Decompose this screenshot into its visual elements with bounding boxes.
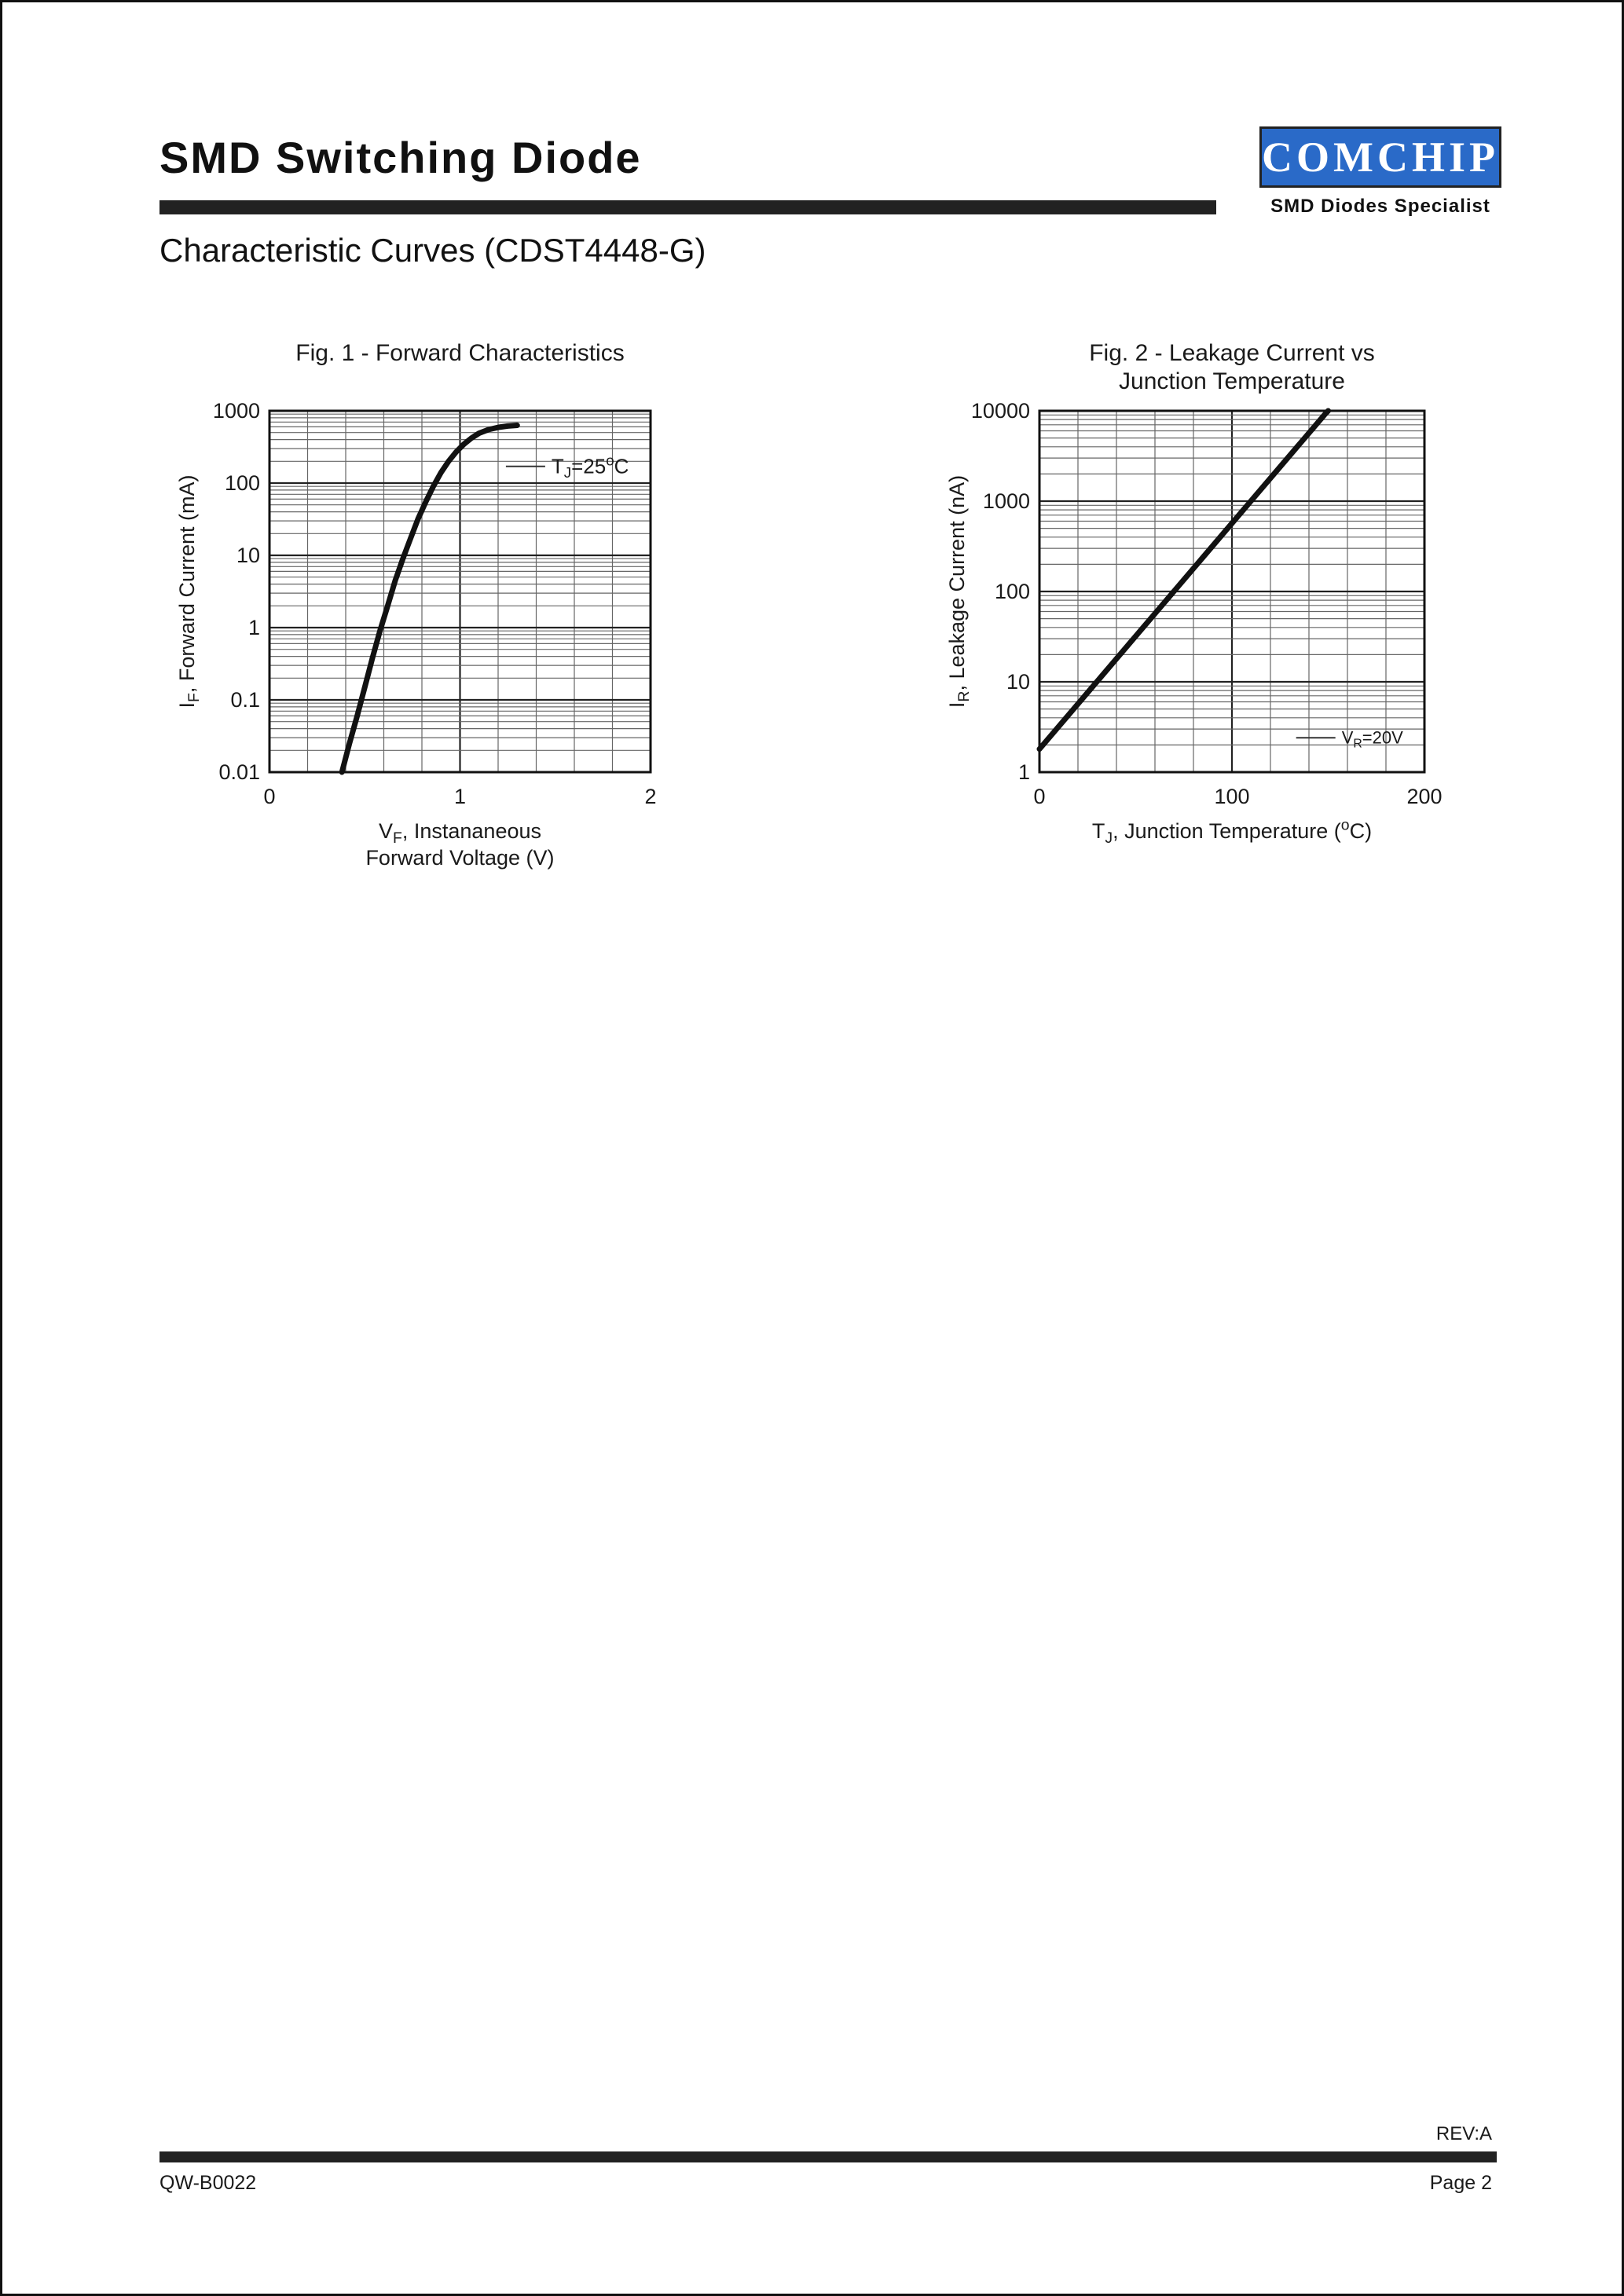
y-tick-label: 0.01 bbox=[218, 760, 260, 784]
title-underline bbox=[159, 200, 1216, 214]
x-tick-label: 200 bbox=[1406, 785, 1442, 808]
page-title: SMD Switching Diode bbox=[159, 133, 642, 182]
footer-rule bbox=[159, 2151, 1497, 2162]
annotation-label: VR=20V bbox=[1342, 728, 1403, 751]
y-tick-label: 10 bbox=[236, 544, 260, 567]
chart-title: Junction Temperature bbox=[1119, 368, 1345, 394]
x-tick-label: 0 bbox=[1033, 785, 1045, 808]
y-axis-label: IR, Leakage Current (nA) bbox=[945, 475, 973, 708]
x-tick-label: 1 bbox=[454, 785, 466, 808]
y-tick-label: 100 bbox=[225, 471, 260, 495]
data-curve bbox=[339, 423, 520, 775]
chart-title: Fig. 2 - Leakage Current vs bbox=[1089, 340, 1375, 366]
x-axis-label: Forward Voltage (V) bbox=[365, 846, 554, 870]
y-tick-label: 1000 bbox=[213, 399, 260, 423]
x-tick-label: 100 bbox=[1214, 785, 1249, 808]
chart-title: Fig. 1 - Forward Characteristics bbox=[295, 340, 624, 366]
y-tick-label: 1 bbox=[1018, 760, 1030, 784]
y-tick-label: 100 bbox=[995, 580, 1030, 603]
y-tick-label: 10 bbox=[1006, 670, 1030, 694]
x-axis-label: TJ, Junction Temperature (oC) bbox=[1092, 817, 1372, 847]
y-tick-label: 1 bbox=[248, 616, 260, 639]
y-tick-label: 0.1 bbox=[230, 688, 260, 712]
x-axis-label: VF, Instananeous bbox=[379, 819, 541, 847]
plot-border bbox=[268, 409, 652, 774]
comchip-logo-text: COMCHIP bbox=[1259, 126, 1501, 188]
x-tick-label: 0 bbox=[263, 785, 275, 808]
forward-characteristics-chart: 1000 100 10 1 0.1 0.010 1 2 Fig. 1 - Forward Cha… bbox=[175, 340, 657, 870]
comchip-logo: COMCHIP SMD Diodes Specialist bbox=[1259, 126, 1501, 218]
revision-label: REV:A bbox=[1435, 2123, 1492, 2144]
annotation-label: TJ=25oC bbox=[552, 452, 629, 482]
doc-number: QW-B0022 bbox=[159, 2172, 257, 2194]
y-axis-label: IF, Forward Current (mA) bbox=[175, 475, 203, 709]
section-title: Characteristic Curves (CDST4448-G) bbox=[159, 232, 706, 269]
data-curve bbox=[1036, 408, 1331, 753]
y-tick-label: 1000 bbox=[983, 489, 1030, 513]
plot-border bbox=[1038, 409, 1426, 774]
page-number: Page 2 bbox=[1429, 2172, 1492, 2194]
leakage-current-chart: 10000 1000 100 10 10 100 200 Fig. 2 - Leakage C… bbox=[945, 340, 1443, 847]
y-tick-label: 10000 bbox=[971, 399, 1030, 423]
logo-tagline: SMD Diodes Specialist bbox=[1270, 196, 1490, 217]
x-tick-label: 2 bbox=[644, 785, 656, 808]
